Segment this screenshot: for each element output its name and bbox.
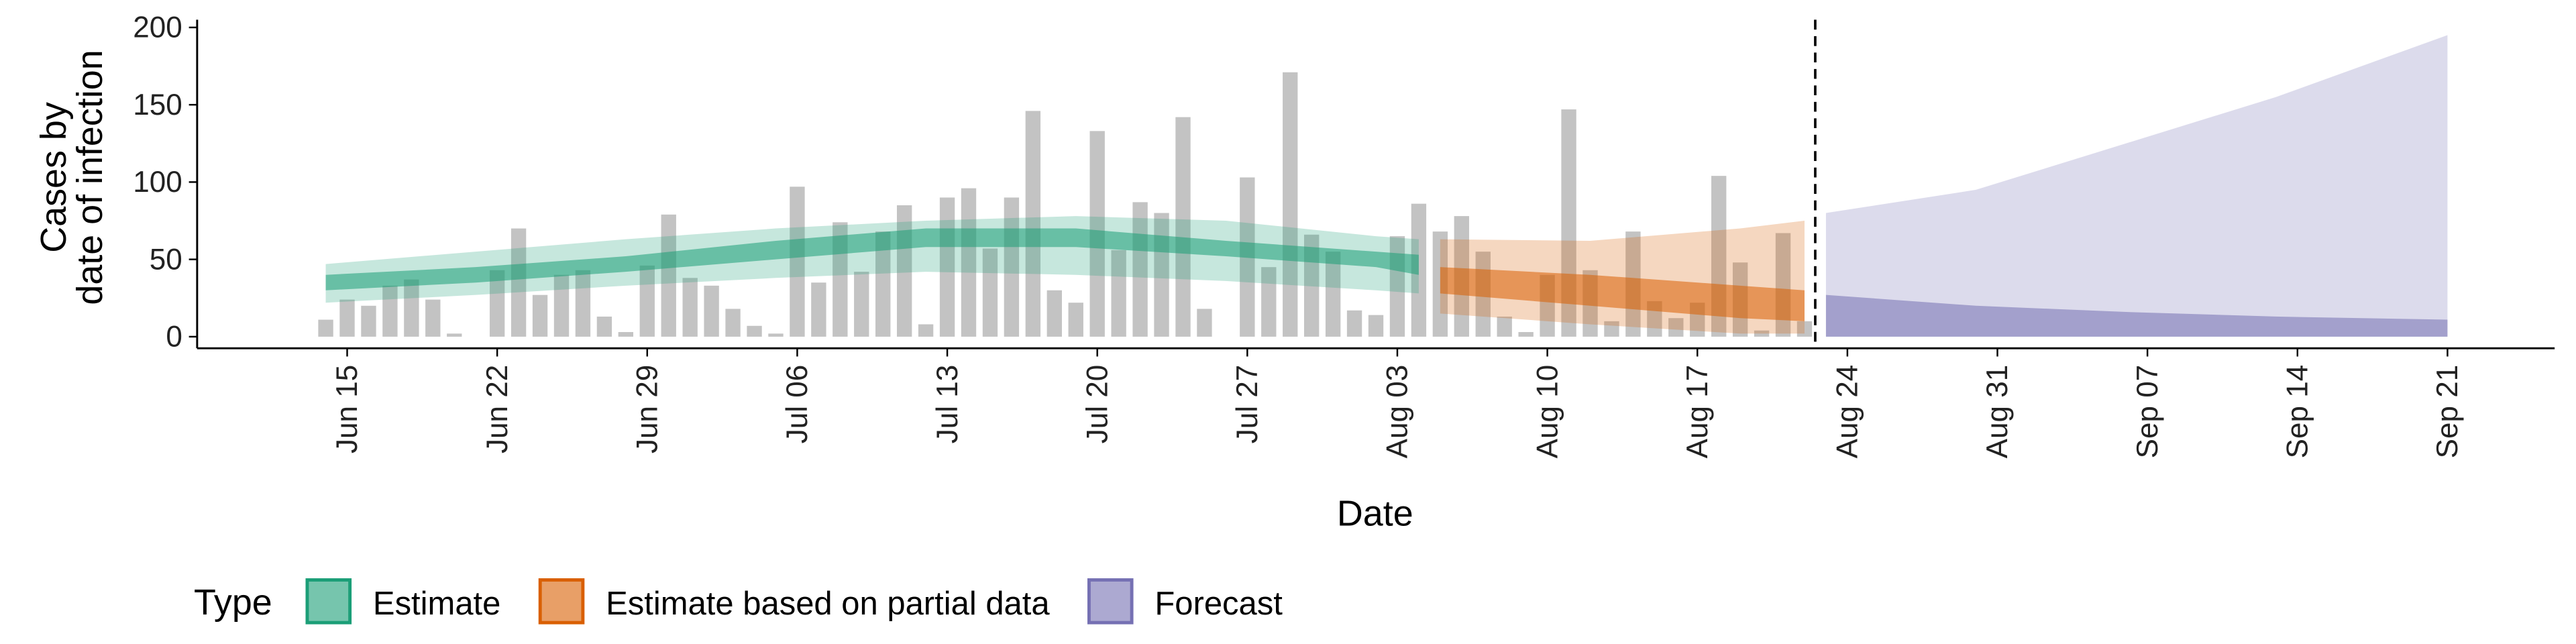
x-tick-label: Jul 06 (781, 365, 814, 444)
bar (1497, 316, 1512, 337)
y-tick-label: 150 (133, 89, 182, 121)
bar (404, 279, 419, 337)
bar (318, 319, 333, 337)
y-axis-label: Cases by (34, 102, 74, 253)
band-90 (1825, 35, 2448, 337)
y-tick-label: 50 (150, 243, 182, 276)
bar (1261, 267, 1277, 337)
legend-title: Type (194, 582, 272, 623)
bar (1368, 315, 1384, 337)
bar (489, 270, 505, 337)
legend-swatch (1087, 578, 1134, 625)
x-tick-label: Sep 21 (2431, 365, 2464, 459)
bar (725, 309, 741, 337)
legend-label: Estimate based on partial data (606, 586, 1050, 622)
bar (1518, 331, 1534, 337)
bar (790, 186, 805, 337)
bar (1025, 111, 1041, 337)
bar (575, 270, 591, 337)
x-tick-label: Jun 15 (331, 365, 364, 453)
legend-label: Forecast (1155, 586, 1283, 622)
bar (361, 305, 376, 337)
y-tick-label: 0 (166, 321, 182, 354)
bar (1046, 290, 1062, 337)
bar (1411, 203, 1427, 337)
x-tick-label: Sep 14 (2281, 365, 2314, 459)
legend-swatch (305, 578, 352, 625)
bar (682, 278, 698, 337)
bar (553, 274, 570, 337)
bar (532, 294, 548, 337)
bar (618, 331, 634, 337)
bar (961, 188, 977, 337)
band-50 (1825, 294, 2448, 337)
bar (1754, 330, 1770, 337)
bar (1068, 303, 1083, 337)
bar (339, 299, 355, 337)
bar (511, 228, 527, 337)
band-50 (325, 228, 1419, 290)
bar (447, 333, 462, 337)
bar (1796, 321, 1813, 337)
x-tick-label: Aug 10 (1531, 365, 1564, 459)
bar (1668, 318, 1684, 337)
x-tick-label: Aug 03 (1381, 365, 1414, 459)
bar (854, 272, 869, 337)
y-tick-label: 200 (133, 11, 182, 44)
x-tick-label: Sep 07 (2131, 365, 2164, 459)
x-tick-label: Jul 13 (931, 365, 964, 444)
bar (918, 324, 934, 337)
band-50 (1440, 267, 1805, 321)
bar (768, 333, 784, 337)
bar (982, 248, 998, 337)
bar (1197, 309, 1212, 337)
y-axis-label: date of infection (70, 50, 110, 305)
bar (596, 316, 612, 337)
legend-label: Estimate (373, 586, 501, 622)
bar (639, 265, 655, 337)
x-tick-label: Jun 29 (631, 365, 663, 453)
bar (704, 285, 719, 337)
legend-swatch (538, 578, 585, 625)
bar (382, 285, 398, 337)
x-tick-label: Aug 31 (1981, 365, 2014, 459)
bar (1111, 250, 1126, 337)
x-tick-label: Aug 17 (1681, 365, 1714, 459)
bar (1346, 310, 1362, 337)
bar (425, 299, 441, 337)
bar (1175, 117, 1191, 337)
x-tick-label: Jul 20 (1081, 365, 1114, 444)
bar (1325, 252, 1341, 337)
y-tick-label: 100 (133, 166, 182, 199)
bar (661, 214, 676, 337)
x-axis-label: Date (1337, 494, 1413, 534)
bar (811, 282, 826, 337)
x-tick-label: Jun 22 (481, 365, 514, 453)
bar (1283, 72, 1298, 337)
bar (747, 325, 762, 337)
bar (875, 231, 891, 337)
x-tick-label: Jul 27 (1231, 365, 1264, 444)
x-tick-label: Aug 24 (1831, 365, 1864, 459)
bar (1604, 321, 1619, 337)
